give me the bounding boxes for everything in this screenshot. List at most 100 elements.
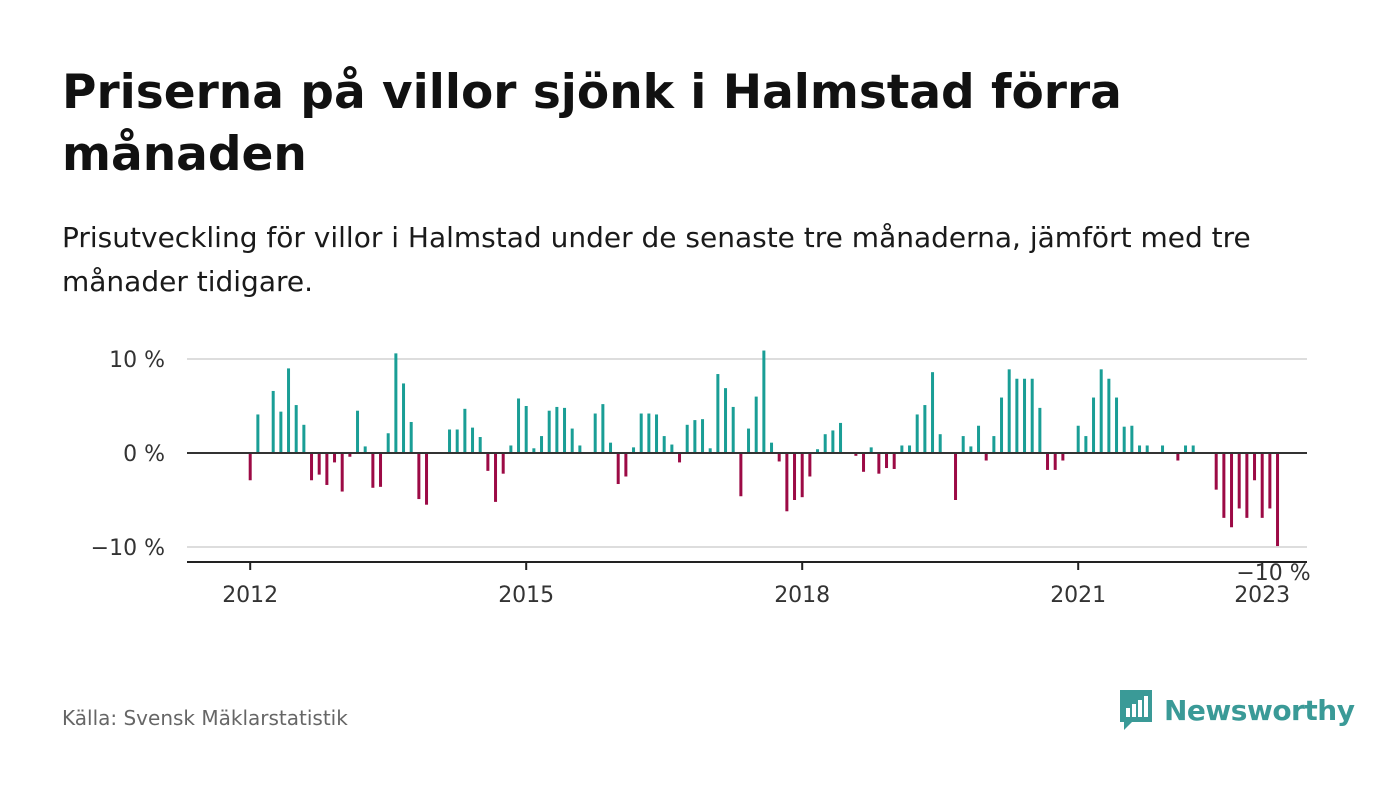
bar	[892, 453, 896, 469]
bar	[593, 413, 597, 453]
bar	[885, 453, 889, 469]
bar	[333, 453, 337, 463]
bar	[1161, 445, 1165, 453]
bar	[938, 434, 942, 453]
bar	[969, 446, 973, 453]
bar	[1000, 397, 1004, 453]
bar	[877, 453, 881, 474]
y-tick-label: 10 %	[109, 348, 165, 373]
bar	[1138, 445, 1142, 453]
bar	[1099, 369, 1103, 453]
bar	[509, 445, 513, 453]
bar	[1184, 445, 1188, 453]
bar	[532, 448, 536, 453]
bar	[908, 445, 912, 453]
bar	[1061, 453, 1065, 461]
bar	[869, 447, 873, 453]
bar	[394, 353, 398, 453]
bar	[486, 453, 490, 471]
bar	[1092, 397, 1096, 453]
bar	[363, 446, 367, 453]
bar	[839, 422, 843, 453]
bar	[816, 449, 820, 453]
bar	[862, 453, 866, 472]
bar	[854, 453, 858, 456]
bar	[701, 419, 705, 453]
bar	[1046, 453, 1050, 470]
bar	[287, 368, 291, 453]
bar	[1030, 378, 1034, 453]
bar	[463, 408, 467, 453]
source-note: Källa: Svensk Mäklarstatistik	[62, 706, 348, 730]
bar	[693, 420, 697, 453]
page-title: Priserna på villor sjönk i Halmstad förr…	[62, 65, 1122, 182]
bar	[954, 453, 958, 500]
bar	[678, 453, 682, 463]
bar	[501, 453, 505, 474]
bar	[793, 453, 797, 500]
bar	[570, 428, 574, 453]
bar	[540, 436, 544, 453]
bar	[386, 433, 390, 453]
bar	[662, 436, 666, 453]
bar	[563, 407, 567, 453]
axes: 10 %0 %−10 %2012 2015 2018 2021 2023−10 %	[91, 348, 1311, 608]
bar	[823, 434, 827, 453]
bar	[1230, 453, 1234, 528]
bar	[1222, 453, 1226, 518]
bar	[923, 405, 927, 453]
bar	[1122, 426, 1126, 453]
bar	[1145, 445, 1149, 453]
bar	[616, 453, 620, 485]
bar	[1015, 378, 1019, 453]
bar	[624, 453, 628, 477]
bar	[961, 436, 965, 453]
bar	[402, 383, 406, 453]
bar	[1084, 436, 1088, 453]
bar	[647, 413, 651, 453]
x-tick-label: 2012	[222, 583, 278, 608]
bar	[248, 453, 252, 481]
newsworthy-logo-icon	[1120, 690, 1152, 730]
bar	[555, 406, 559, 453]
bar	[302, 424, 306, 453]
bar	[271, 390, 275, 453]
x-tick-label: 2018	[774, 583, 830, 608]
bar	[731, 406, 735, 453]
bar	[785, 453, 789, 512]
brand-logo: Newsworthy	[1118, 688, 1355, 732]
bar	[547, 410, 551, 453]
bar	[632, 447, 636, 453]
bar	[931, 372, 935, 453]
chart-subtitle: Prisutveckling för villor i Halmstad und…	[62, 221, 1251, 298]
bar	[739, 453, 743, 497]
bar	[356, 410, 360, 453]
bar	[1245, 453, 1249, 518]
bar	[256, 414, 260, 453]
bar	[471, 427, 475, 453]
bar	[409, 421, 413, 453]
bar	[601, 404, 605, 453]
bar	[448, 429, 452, 453]
bar	[747, 428, 751, 453]
bar	[977, 425, 981, 453]
bar	[708, 448, 712, 453]
bar	[724, 388, 728, 453]
bar	[1253, 453, 1257, 481]
bar	[1007, 369, 1011, 453]
bar	[655, 414, 659, 453]
bar	[685, 424, 689, 453]
grid-lines	[187, 358, 1307, 548]
bar	[1053, 453, 1057, 470]
bar	[1260, 453, 1264, 518]
bar	[371, 453, 375, 488]
bar	[455, 429, 459, 453]
bar	[1276, 453, 1280, 547]
bar	[992, 436, 996, 453]
bar	[279, 411, 283, 453]
bar	[417, 453, 421, 500]
x-tick-label: 2015	[498, 583, 554, 608]
x-tick-label: 2023	[1234, 583, 1290, 608]
bar	[754, 396, 758, 453]
bar	[1130, 425, 1134, 453]
